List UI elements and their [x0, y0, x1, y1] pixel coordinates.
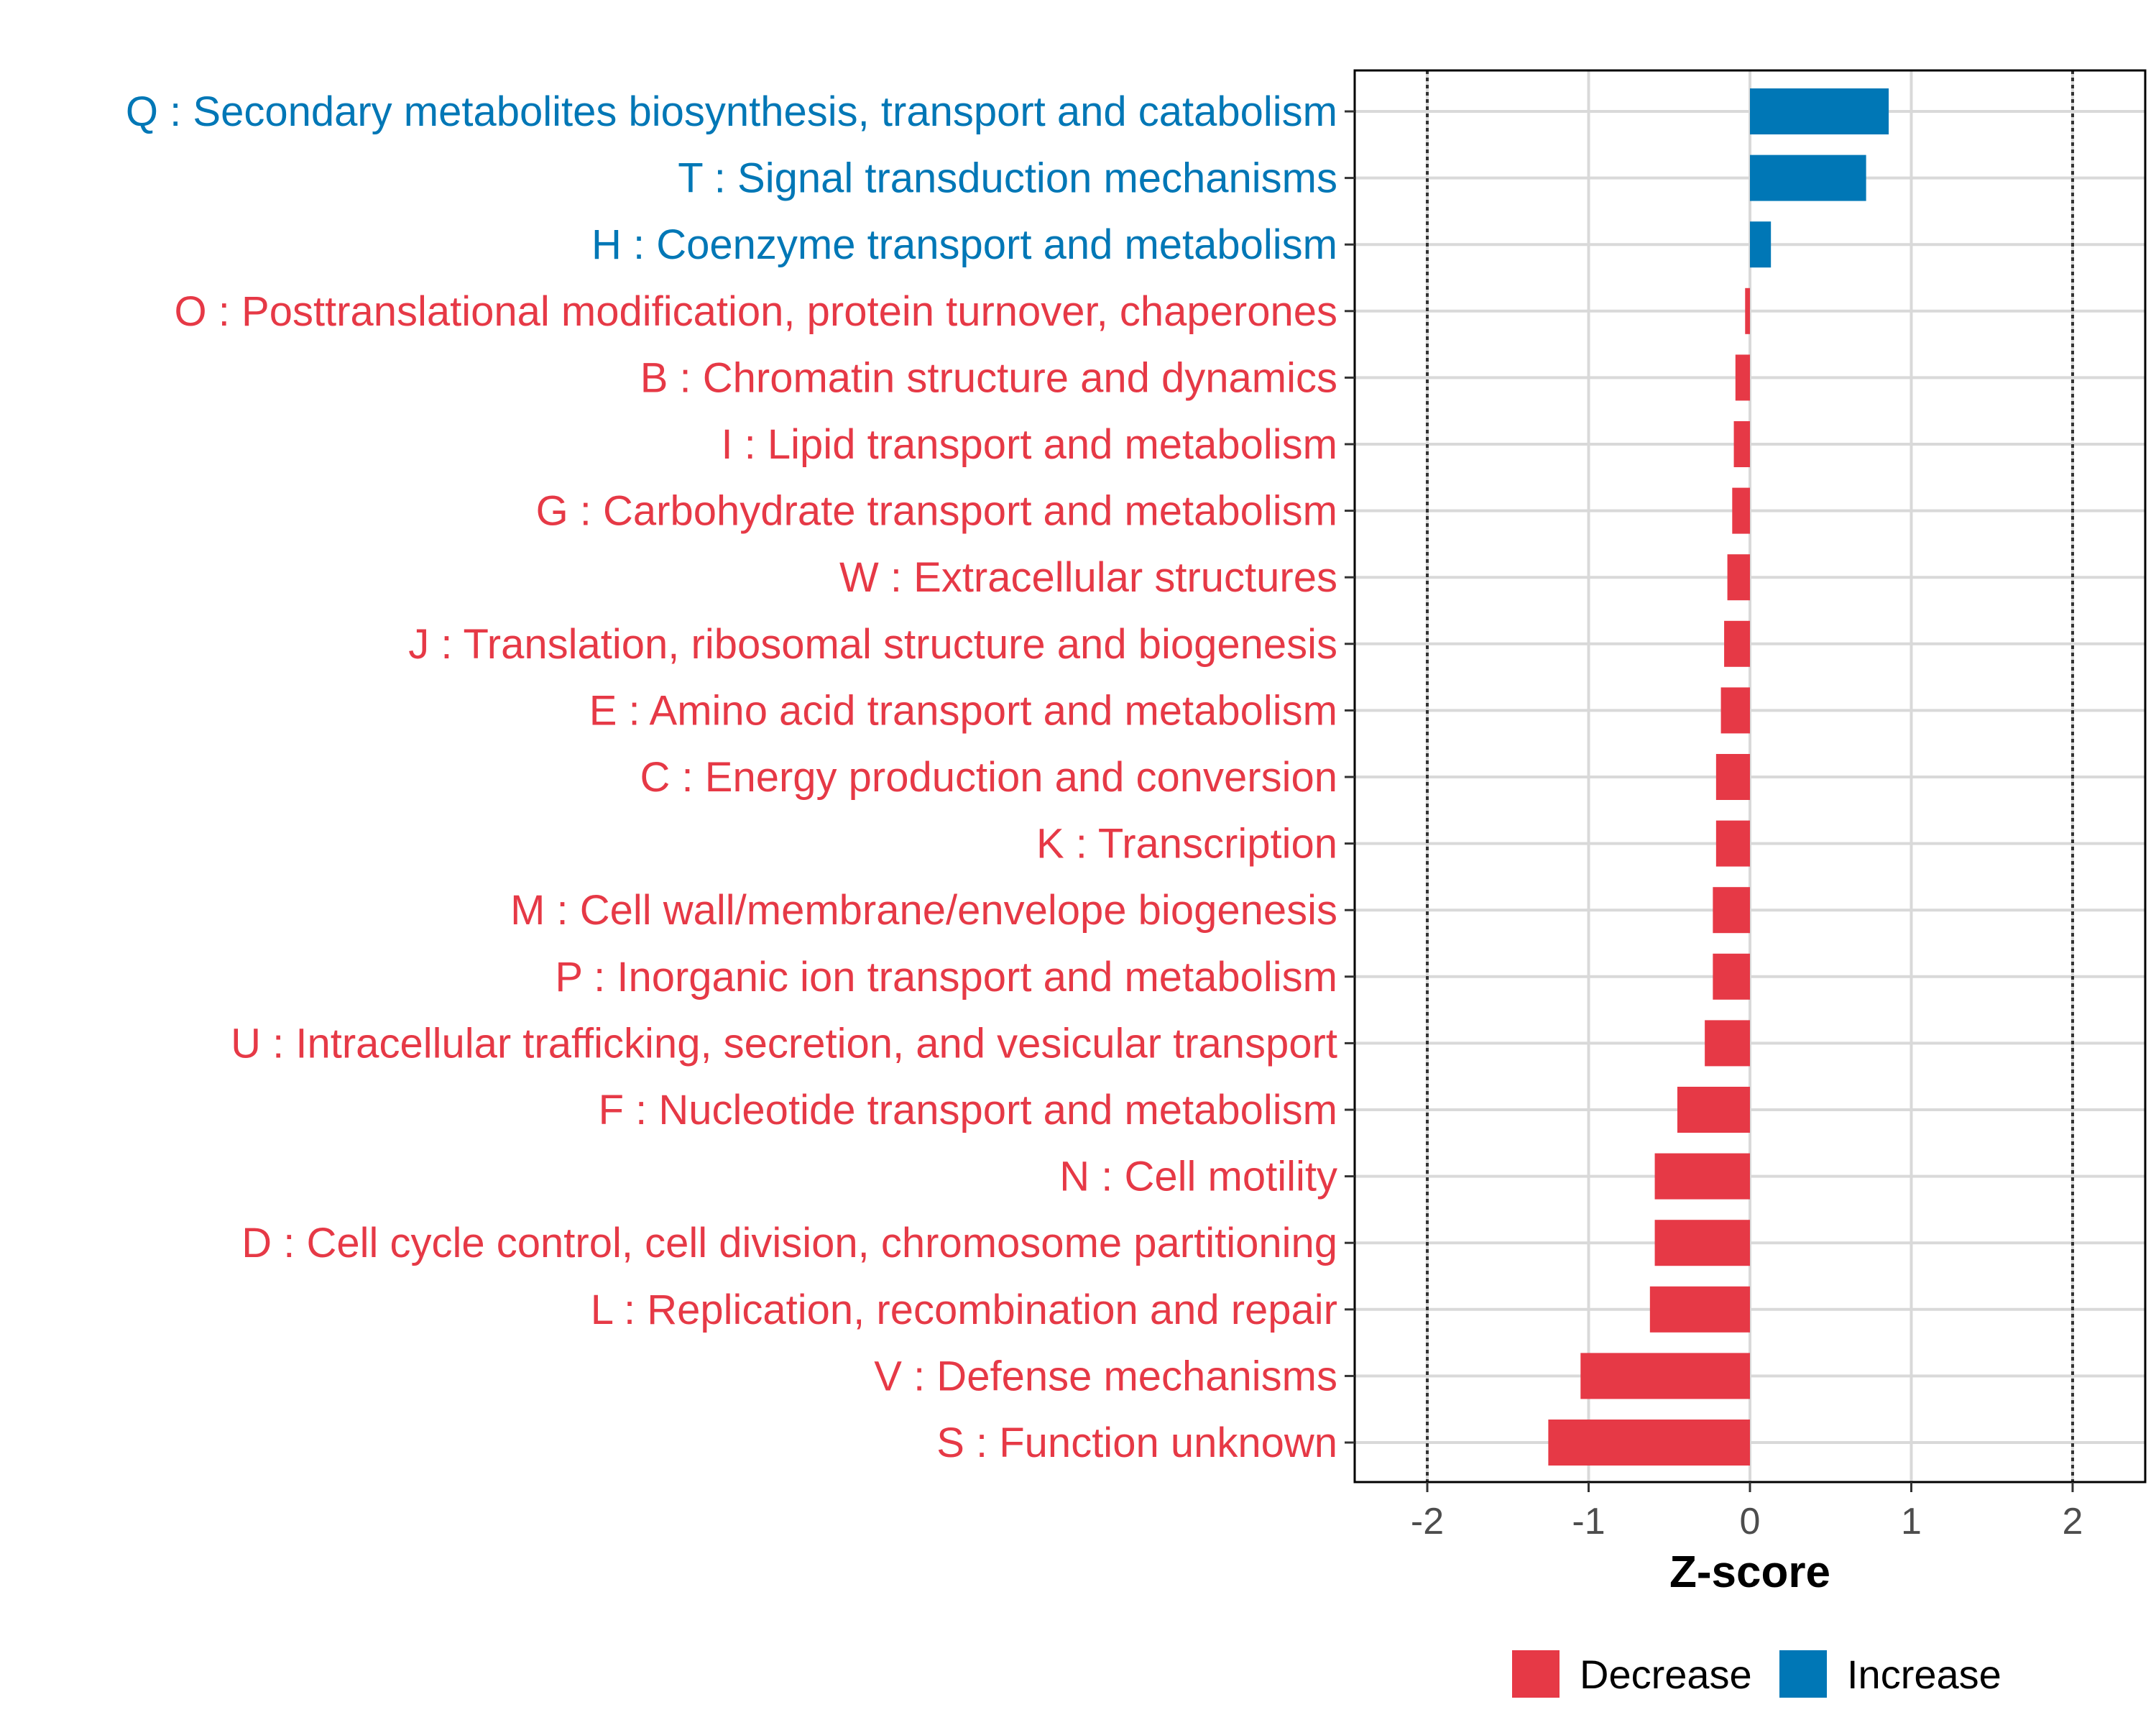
- category-label: O : Posttranslational modification, prot…: [175, 288, 1337, 335]
- x-tick-label: -2: [1411, 1501, 1444, 1542]
- category-label: B : Chromatin structure and dynamics: [640, 354, 1337, 401]
- bar: [1713, 887, 1750, 934]
- y-ticks: [1345, 110, 1355, 1444]
- category-label: T : Signal transduction mechanisms: [678, 155, 1337, 202]
- bar: [1732, 487, 1750, 534]
- bar: [1580, 1353, 1750, 1399]
- x-tick-label: 1: [1901, 1501, 1922, 1542]
- bar: [1745, 288, 1750, 334]
- x-tick-label: -1: [1572, 1501, 1605, 1542]
- reference-lines: [1426, 70, 2074, 1482]
- bar: [1705, 1020, 1750, 1067]
- category-label: C : Energy production and conversion: [640, 754, 1337, 801]
- category-label: P : Inorganic ion transport and metaboli…: [555, 954, 1337, 1000]
- category-label: N : Cell motility: [1059, 1154, 1337, 1200]
- category-label: D : Cell cycle control, cell division, c…: [241, 1220, 1337, 1266]
- legend-label-increase: Increase: [1847, 1652, 2001, 1697]
- category-label: G : Carbohydrate transport and metabolis…: [536, 488, 1337, 535]
- category-label: L : Replication, recombination and repai…: [591, 1287, 1337, 1333]
- bar: [1715, 754, 1750, 800]
- category-label: J : Translation, ribosomal structure and…: [408, 621, 1337, 668]
- bar: [1750, 221, 1772, 268]
- category-label: H : Coenzyme transport and metabolism: [591, 221, 1337, 268]
- x-ticks: -2 -1 0 1 2: [1411, 1482, 2083, 1542]
- bar: [1654, 1220, 1750, 1266]
- bar: [1724, 620, 1750, 667]
- legend-label-decrease: Decrease: [1580, 1652, 1752, 1697]
- bar: [1677, 1087, 1750, 1133]
- x-tick-label: 0: [1740, 1501, 1761, 1542]
- category-label: S : Function unknown: [936, 1420, 1337, 1466]
- bar: [1733, 421, 1750, 467]
- bar: [1548, 1420, 1750, 1466]
- category-label: E : Amino acid transport and metabolism: [589, 687, 1337, 734]
- bars: [1548, 88, 1889, 1466]
- legend-key-increase: [1779, 1650, 1827, 1698]
- category-label: V : Defense mechanisms: [874, 1353, 1337, 1399]
- bar: [1720, 687, 1750, 734]
- category-label: U : Intracellular trafficking, secretion…: [231, 1020, 1337, 1067]
- x-axis-title: Z-score: [1669, 1547, 1830, 1597]
- category-labels: Q : Secondary metabolites biosynthesis, …: [126, 88, 1337, 1466]
- bar: [1727, 554, 1750, 601]
- legend: Decrease Increase: [1512, 1650, 2001, 1698]
- bar: [1654, 1153, 1750, 1200]
- category-label: K : Transcription: [1036, 821, 1337, 868]
- bar: [1715, 820, 1750, 867]
- category-label: Q : Secondary metabolites biosynthesis, …: [126, 88, 1337, 135]
- bar: [1750, 88, 1889, 134]
- category-label: M : Cell wall/membrane/envelope biogenes…: [510, 887, 1337, 934]
- bar: [1649, 1286, 1750, 1333]
- bar: [1735, 354, 1750, 401]
- category-label: I : Lipid transport and metabolism: [721, 421, 1337, 468]
- category-label: W : Extracellular structures: [839, 554, 1337, 601]
- bar: [1713, 953, 1750, 1000]
- legend-key-decrease: [1512, 1650, 1560, 1698]
- category-label: F : Nucleotide transport and metabolism: [599, 1087, 1337, 1133]
- bar: [1750, 155, 1866, 201]
- x-tick-label: 2: [2063, 1501, 2083, 1542]
